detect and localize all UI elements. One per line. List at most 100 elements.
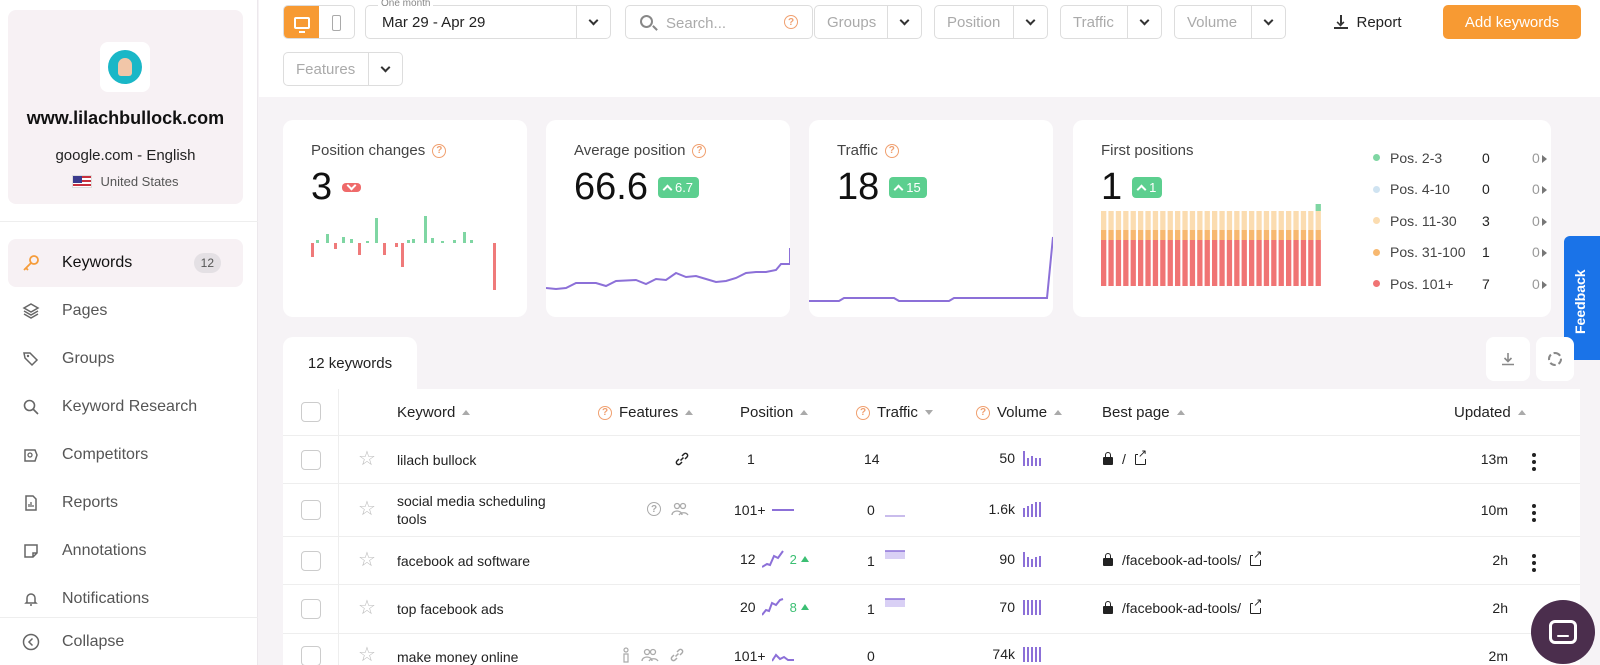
legend-row-pos-11-30[interactable]: Pos. 11-30 3 0 <box>1373 205 1563 237</box>
features-filter[interactable]: Features <box>283 52 403 86</box>
column-header-keyword[interactable]: Keyword <box>397 404 471 421</box>
row-checkbox[interactable] <box>301 646 321 665</box>
column-header-volume[interactable]: ? Volume <box>976 404 1063 421</box>
legend-row-pos-4-10[interactable]: Pos. 4-10 0 0 <box>1373 174 1563 206</box>
report-button[interactable]: Report <box>1323 5 1413 39</box>
sidebar-item-competitors[interactable]: Competitors <box>8 431 243 479</box>
external-link-icon[interactable] <box>1250 549 1263 566</box>
triangle-right-icon <box>1541 280 1547 289</box>
distribution-bar-segment <box>1293 211 1299 230</box>
export-button[interactable] <box>1486 337 1530 381</box>
collapse-sidebar-button[interactable]: Collapse <box>0 617 258 665</box>
column-header-updated[interactable]: Updated <box>1454 404 1526 421</box>
sidebar-item-pages[interactable]: Pages <box>8 287 243 335</box>
sidebar-item-keywords[interactable]: Keywords 12 <box>8 239 243 287</box>
row-checkbox[interactable] <box>301 551 321 571</box>
keyword-cell[interactable]: social media scheduling tools <box>397 493 546 527</box>
column-header-best-page[interactable]: Best page <box>1102 404 1185 421</box>
row-checkbox[interactable] <box>301 450 321 470</box>
keyword-cell[interactable]: lilach bullock <box>397 452 477 468</box>
help-icon[interactable]: ? <box>884 143 899 158</box>
lock-icon[interactable] <box>1103 452 1113 465</box>
traffic-sparkline <box>884 550 905 559</box>
star-icon[interactable]: ☆ <box>358 644 376 665</box>
groups-dropdown-toggle[interactable] <box>887 6 921 38</box>
external-link-icon[interactable] <box>1250 597 1263 614</box>
table-row[interactable]: ☆ make money online 101+ 0 74k 2m <box>283 634 1580 665</box>
distribution-bar-segment <box>1130 240 1136 286</box>
volume-filter[interactable]: Volume <box>1174 5 1286 39</box>
help-icon[interactable]: ? <box>784 15 798 29</box>
chat-launcher-button[interactable] <box>1531 600 1595 664</box>
row-checkbox[interactable] <box>301 500 321 520</box>
sidebar-item-label: Annotations <box>62 542 147 559</box>
distribution-bar-segment <box>1138 240 1144 286</box>
delta-value: 15 <box>906 180 921 195</box>
star-icon[interactable]: ☆ <box>358 448 376 470</box>
distribution-bar-segment <box>1263 211 1270 230</box>
row-checkbox[interactable] <box>301 599 321 619</box>
project-card[interactable]: www.lilachbullock.com google.com - Engli… <box>8 10 243 204</box>
column-header-features[interactable]: ? Features <box>598 404 694 421</box>
keyword-cell[interactable]: top facebook ads <box>397 601 504 617</box>
star-icon[interactable]: ☆ <box>358 549 376 571</box>
keyword-cell[interactable]: facebook ad software <box>397 553 531 569</box>
help-icon[interactable]: ? <box>692 143 707 158</box>
table-row[interactable]: ☆ lilach bullock 1 14 50 / 13m <box>283 436 1580 484</box>
groups-filter[interactable]: Groups <box>814 5 922 39</box>
mobile-toggle-button[interactable] <box>319 6 354 38</box>
help-icon[interactable]: ? <box>856 405 870 420</box>
lock-icon[interactable] <box>1103 553 1113 566</box>
sidebar-item-annotations[interactable]: Annotations <box>8 527 243 575</box>
column-header-traffic[interactable]: ? Traffic <box>856 404 933 421</box>
table-row[interactable]: ☆ top facebook ads 20 8 1 70 /facebook-a… <box>283 585 1580 634</box>
updated-cell: 2h <box>1492 600 1508 616</box>
help-icon[interactable]: ? <box>432 143 447 158</box>
help-icon[interactable]: ? <box>598 405 612 420</box>
row-menu-button[interactable] <box>1532 554 1536 572</box>
desktop-toggle-button[interactable] <box>284 6 319 38</box>
help-icon[interactable]: ? <box>976 405 990 420</box>
best-page-link[interactable]: /facebook-ad-tools/ <box>1122 552 1242 568</box>
position-filter[interactable]: Position <box>934 5 1048 39</box>
volume-cell: 50 <box>931 450 1041 466</box>
distribution-bar-segment <box>1241 230 1247 240</box>
features-dropdown-toggle[interactable] <box>368 53 402 85</box>
sidebar-item-reports[interactable]: Reports <box>8 479 243 527</box>
traffic-filter[interactable]: Traffic <box>1060 5 1162 39</box>
best-page-link[interactable]: /facebook-ad-tools/ <box>1122 600 1242 616</box>
distribution-bar-segment <box>1101 240 1107 286</box>
keyword-cell[interactable]: make money online <box>397 649 519 665</box>
competitors-icon <box>22 446 40 464</box>
table-row[interactable]: ☆ social media scheduling tools ? 101+ 0… <box>283 484 1580 537</box>
best-page-link[interactable]: / <box>1122 451 1126 467</box>
sidebar-item-notifications[interactable]: Notifications <box>8 575 243 623</box>
external-link-icon[interactable] <box>1134 448 1148 465</box>
tab-keywords[interactable]: 12 keywords <box>283 337 417 389</box>
legend-row-pos-31-100[interactable]: Pos. 31-100 1 0 <box>1373 237 1563 269</box>
column-header-position[interactable]: Position <box>740 404 809 421</box>
star-icon[interactable]: ☆ <box>358 498 376 520</box>
sidebar-item-keyword-research[interactable]: Keyword Research <box>8 383 243 431</box>
row-menu-button[interactable] <box>1532 504 1536 522</box>
volume-dropdown-toggle[interactable] <box>1251 6 1285 38</box>
distribution-bar-segment <box>1108 230 1114 240</box>
select-all-checkbox[interactable] <box>301 402 321 422</box>
traffic-dropdown-toggle[interactable] <box>1127 6 1161 38</box>
position-dropdown-toggle[interactable] <box>1013 6 1047 38</box>
row-menu-button[interactable] <box>1532 453 1536 471</box>
table-settings-button[interactable] <box>1536 337 1574 381</box>
sidebar-item-groups[interactable]: Groups <box>8 335 243 383</box>
distribution-bar-segment <box>1249 240 1255 286</box>
add-keywords-button[interactable]: Add keywords <box>1443 5 1581 39</box>
date-range-select[interactable]: One month Mar 29 - Apr 29 <box>365 0 611 39</box>
date-dropdown-toggle[interactable] <box>576 6 610 38</box>
average-position-value: 66.6 <box>574 166 648 208</box>
legend-row-pos-2-3[interactable]: Pos. 2-3 0 0 <box>1373 142 1563 174</box>
lock-icon[interactable] <box>1103 601 1113 614</box>
table-row[interactable]: ☆ facebook ad software 12 2 1 90 /facebo… <box>283 537 1580 585</box>
legend-row-pos-101-plus[interactable]: Pos. 101+ 7 0 <box>1373 268 1563 300</box>
chevron-down-icon <box>899 15 910 25</box>
star-icon[interactable]: ☆ <box>358 597 376 619</box>
search-input[interactable] <box>666 12 776 34</box>
